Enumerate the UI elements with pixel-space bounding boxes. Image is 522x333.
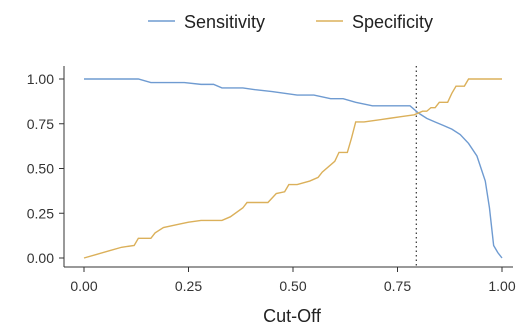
specificity-line: [83, 78, 502, 259]
legend-label-specificity: Specificity: [352, 12, 433, 32]
legend-label-sensitivity: Sensitivity: [184, 12, 265, 32]
legend: Sensitivity Specificity: [148, 12, 433, 32]
sensitivity-line: [84, 78, 503, 259]
x-tick-label: 1.00: [488, 278, 515, 294]
y-tick-label: 0.25: [27, 205, 54, 221]
y-ticks: 0.00 0.25 0.50 0.75 1.00: [27, 71, 64, 266]
y-tick-label: 0.50: [27, 161, 54, 177]
x-axis-title: Cut-Off: [263, 306, 322, 326]
y-tick-label: 0.00: [27, 250, 54, 266]
x-ticks: 0.00 0.25 0.50 0.75 1.00: [70, 267, 516, 294]
x-tick-label: 0.50: [279, 278, 306, 294]
y-tick-label: 0.75: [27, 116, 54, 132]
y-tick-label: 1.00: [27, 71, 54, 87]
x-tick-label: 0.75: [384, 278, 411, 294]
x-tick-label: 0.00: [70, 278, 97, 294]
x-tick-label: 0.25: [175, 278, 202, 294]
